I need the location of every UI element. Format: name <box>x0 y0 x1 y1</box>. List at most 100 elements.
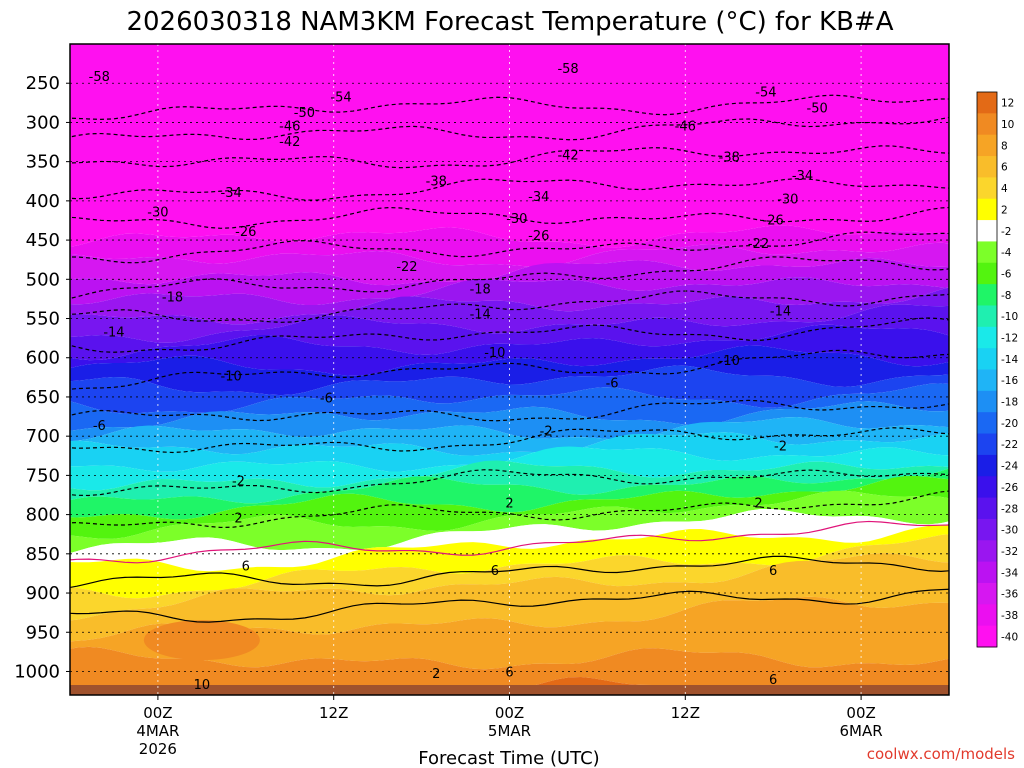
y-tick-label: 700 <box>26 426 60 447</box>
temp-band <box>70 476 949 539</box>
contour-label: -30 <box>506 212 527 227</box>
y-tick-label: 300 <box>26 112 60 133</box>
colorbar-label: -14 <box>1001 354 1018 366</box>
contour-label: -30 <box>777 192 798 207</box>
x-tick-label: 2026 <box>139 740 177 758</box>
colorbar-label: 8 <box>1001 140 1008 152</box>
contour-label: 6 <box>505 665 513 680</box>
contour-label: -18 <box>470 282 491 297</box>
y-tick-label: 1000 <box>14 661 60 682</box>
colorbar-label: -34 <box>1001 567 1018 579</box>
colorbar-swatch <box>977 326 997 349</box>
y-tick-label: 850 <box>26 544 60 565</box>
temp-band <box>70 242 949 286</box>
contour-line <box>70 490 949 529</box>
contour-label: -6 <box>93 419 106 434</box>
temp-band <box>70 277 949 325</box>
x-tick-label: 12Z <box>671 704 700 722</box>
contour-label: -2 <box>232 475 245 490</box>
y-axis: 250 300 350 400 450 500 550 600 650 700 750 800 850 9… <box>14 73 70 682</box>
colorbar-label: -18 <box>1001 397 1018 409</box>
contour-label: -34 <box>792 169 813 184</box>
colorbar-label: -28 <box>1001 503 1018 515</box>
contour-label: -46 <box>675 119 696 134</box>
contour-label: -42 <box>279 135 300 150</box>
contour-label: -58 <box>557 62 578 77</box>
colorbar-label: -32 <box>1001 546 1018 558</box>
colorbar-swatch <box>977 433 997 456</box>
y-tick-label: 500 <box>26 269 60 290</box>
y-tick-label: 800 <box>26 505 60 526</box>
colorbar-swatch <box>977 412 997 435</box>
temp-band <box>70 345 949 396</box>
contour-label: -34 <box>528 190 549 205</box>
colorbar-swatch <box>977 241 997 264</box>
y-tick-label: 950 <box>26 622 60 643</box>
colorbar-swatch <box>977 561 997 584</box>
contour-label: -54 <box>755 86 776 101</box>
temp-band <box>70 646 949 695</box>
y-tick-label: 400 <box>26 191 60 212</box>
contour-label: -10 <box>719 354 740 369</box>
temp-band <box>70 365 949 414</box>
contour-label: -10 <box>484 346 505 361</box>
colorbar-swatch <box>977 262 997 285</box>
contour-label: -2 <box>774 439 787 454</box>
contour-line <box>70 178 949 201</box>
colorbar-swatch <box>977 497 997 520</box>
colorbar-swatch <box>977 156 997 178</box>
colorbar-label: -16 <box>1001 375 1018 387</box>
colorbar: 12 10 8 6 4 2 -2 -4 -6 -8 -10 -12 -14 -16 -18 -20 -22 -24… <box>976 91 1018 648</box>
contour-label: 2 <box>754 497 762 512</box>
colorbar-swatch <box>977 454 997 477</box>
colorbar-swatch <box>977 604 997 627</box>
contour-label: -26 <box>235 225 256 240</box>
y-tick-label: 750 <box>26 465 60 486</box>
colorbar-label: -24 <box>1001 461 1018 473</box>
temp-band <box>70 383 949 431</box>
ground-strip <box>70 685 949 695</box>
x-tick-label: 5MAR <box>488 722 531 740</box>
colorbar-label: -4 <box>1001 247 1012 259</box>
temp-band <box>70 534 949 621</box>
y-tick-label: 350 <box>26 152 60 173</box>
colorbar-swatch <box>977 134 997 157</box>
contour-line <box>70 317 949 353</box>
colorbar-label: 10 <box>1001 119 1014 131</box>
colorbar-label: -2 <box>1001 226 1011 238</box>
colorbar-swatch <box>977 369 997 392</box>
colorbar-swatch <box>977 177 997 200</box>
colorbar-label: 12 <box>1001 98 1014 110</box>
contour-label: -50 <box>294 106 315 121</box>
colorbar-swatch <box>977 198 997 221</box>
colorbar-swatch <box>977 92 997 114</box>
colorbar-label: -36 <box>1001 589 1018 601</box>
temp-band <box>70 490 949 554</box>
y-tick-label: 450 <box>26 230 60 251</box>
contour-line <box>70 427 949 454</box>
temp-band <box>70 446 949 491</box>
contour-label: 2 <box>432 667 440 682</box>
contour-label: 2 <box>234 512 242 527</box>
contour-label: -18 <box>162 290 183 305</box>
colorbar-label: 2 <box>1001 204 1008 216</box>
contour-label: -6 <box>606 377 619 392</box>
contour-label: 6 <box>491 564 499 579</box>
colorbar-label: -26 <box>1001 482 1018 494</box>
contour-label: -42 <box>557 148 578 163</box>
contour-label: -10 <box>221 370 242 385</box>
colorbar-label: -6 <box>1001 268 1012 280</box>
contour-label: -2 <box>540 424 553 439</box>
colorbar-label: 4 <box>1001 183 1008 195</box>
y-tick-label: 900 <box>26 583 60 604</box>
contour-line <box>70 116 949 141</box>
contour-label: -14 <box>103 326 124 341</box>
colorbar-swatch <box>977 518 997 541</box>
warm-core-region <box>143 620 260 661</box>
temp-band <box>70 44 949 248</box>
contour-line <box>70 520 949 564</box>
contour-label: -14 <box>770 304 791 319</box>
colorbar-label: -8 <box>1001 290 1011 302</box>
colorbar-label: -10 <box>1001 311 1018 323</box>
contour-label: -22 <box>396 260 417 275</box>
